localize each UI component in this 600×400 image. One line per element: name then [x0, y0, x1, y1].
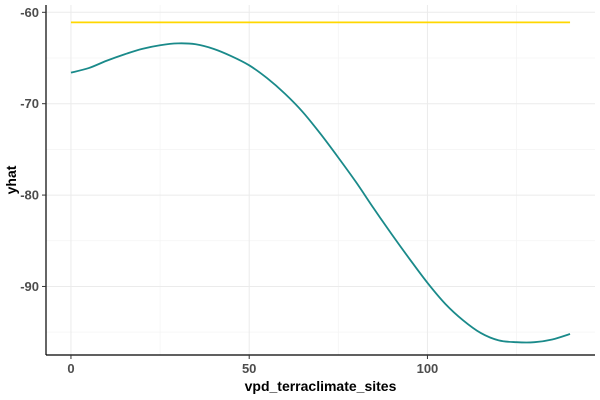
x-axis-title: vpd_terraclimate_sites [245, 378, 397, 394]
y-tick-label: -80 [20, 188, 39, 203]
plot-panel [46, 5, 595, 355]
x-tick-label: 0 [67, 361, 74, 376]
y-tick-label: -60 [20, 5, 39, 20]
y-axis-title: yhat [3, 165, 19, 194]
series-layer [70, 21, 571, 344]
y-tick-label: -90 [20, 279, 39, 294]
major-grid [46, 5, 595, 355]
minor-grid [46, 5, 595, 355]
y-axis-ticks: -90 -80 -70 -60 [20, 5, 46, 294]
x-tick-label: 100 [417, 361, 439, 376]
x-axis-ticks: 0 50 100 [67, 355, 438, 376]
y-tick-label: -70 [20, 96, 39, 111]
teal-series-line [70, 42, 571, 344]
x-tick-label: 50 [242, 361, 256, 376]
